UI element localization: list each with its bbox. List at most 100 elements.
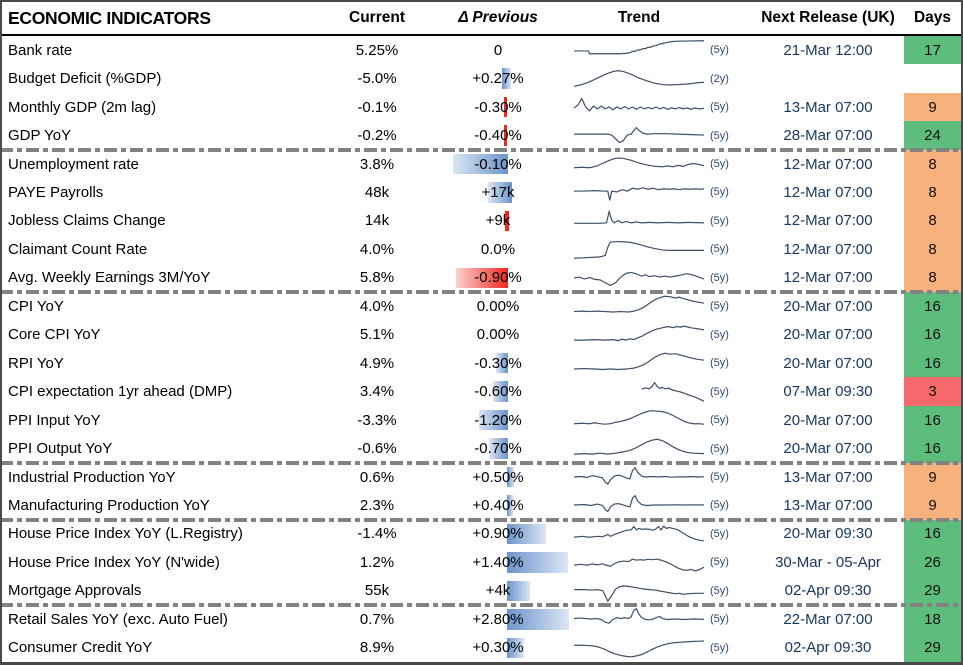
delta-previous-cell[interactable]: 0.00% [422, 292, 574, 320]
next-release-cell[interactable]: 21-Mar 12:00 [783, 41, 873, 59]
indicator-label-cell[interactable]: Avg. Weekly Earnings 3M/YoY [8, 269, 211, 287]
current-value-cell[interactable]: 14k [364, 212, 390, 230]
delta-previous-cell[interactable]: -0.40% [422, 121, 574, 149]
delta-previous-cell[interactable]: 0.00% [422, 321, 574, 349]
indicator-label-cell[interactable]: House Price Index YoY (L.Registry) [8, 525, 243, 543]
delta-previous-cell[interactable]: +9k [422, 207, 574, 235]
days-badge[interactable]: 29 [904, 576, 961, 606]
indicator-label-cell[interactable]: Monthly GDP (2m lag) [8, 98, 157, 116]
current-value-cell[interactable]: -0.1% [357, 98, 397, 116]
days-badge[interactable]: 18 [904, 605, 961, 634]
delta-previous-cell[interactable]: 0.0% [422, 235, 574, 263]
days-badge[interactable]: 16 [904, 519, 961, 549]
trend-sparkline-cell[interactable] [574, 548, 704, 576]
current-value-cell[interactable]: 2.3% [359, 496, 395, 514]
delta-previous-cell[interactable]: +4k [422, 577, 574, 605]
indicator-label-cell[interactable]: Claimant Count Rate [8, 240, 148, 258]
trend-sparkline-cell[interactable] [574, 377, 704, 405]
current-value-cell[interactable]: -0.6% [357, 440, 397, 458]
column-header-delta-previous[interactable]: Δ Previous [458, 9, 538, 26]
column-header-days[interactable]: Days [913, 9, 952, 26]
trend-sparkline-cell[interactable] [574, 463, 704, 491]
trend-sparkline-cell[interactable] [574, 321, 704, 349]
delta-previous-cell[interactable]: -0.70% [422, 434, 574, 462]
delta-previous-cell[interactable]: -0.60% [422, 377, 574, 405]
indicator-label-cell[interactable]: House Price Index YoY (N'wide) [8, 553, 220, 571]
next-release-cell[interactable]: 12-Mar 07:00 [783, 269, 873, 287]
indicator-label-cell[interactable]: Manufacturing Production YoY [8, 496, 210, 514]
next-release-cell[interactable]: 20-Mar 07:00 [783, 326, 873, 344]
next-release-cell[interactable]: 12-Mar 07:00 [783, 183, 873, 201]
next-release-cell[interactable]: 02-Apr 09:30 [784, 639, 872, 657]
delta-previous-cell[interactable]: +0.30% [422, 634, 574, 662]
trend-sparkline-cell[interactable] [574, 178, 704, 206]
next-release-cell[interactable]: 20-Mar 07:00 [783, 440, 873, 458]
delta-previous-cell[interactable]: +0.90% [422, 520, 574, 548]
days-badge[interactable]: 9 [904, 491, 961, 520]
indicator-label-cell[interactable]: Mortgage Approvals [8, 582, 142, 600]
days-badge[interactable]: 8 [904, 235, 961, 264]
next-release-cell[interactable]: 12-Mar 07:00 [783, 240, 873, 258]
next-release-cell[interactable]: 28-Mar 07:00 [783, 127, 873, 145]
days-badge[interactable]: 8 [904, 206, 961, 236]
delta-previous-cell[interactable]: -0.30% [422, 349, 574, 377]
indicator-label-cell[interactable]: Unemployment rate [8, 155, 139, 173]
trend-sparkline-cell[interactable] [574, 264, 704, 292]
indicator-label-cell[interactable]: GDP YoY [8, 127, 72, 145]
next-release-cell[interactable]: 22-Mar 07:00 [783, 610, 873, 628]
delta-previous-cell[interactable]: -0.90% [422, 264, 574, 292]
days-badge[interactable]: 29 [904, 633, 961, 662]
days-badge[interactable]: 26 [904, 548, 961, 577]
days-badge[interactable]: 9 [904, 92, 961, 122]
indicator-label-cell[interactable]: PPI Output YoY [8, 440, 113, 458]
trend-sparkline-cell[interactable] [574, 634, 704, 662]
days-badge[interactable]: 16 [904, 292, 961, 321]
column-header-next-release[interactable]: Next Release (UK) [761, 9, 895, 26]
delta-previous-cell[interactable]: +1.40% [422, 548, 574, 576]
next-release-cell[interactable]: 12-Mar 07:00 [783, 155, 873, 173]
trend-sparkline-cell[interactable] [574, 36, 704, 64]
trend-sparkline-cell[interactable] [574, 235, 704, 263]
days-badge[interactable]: 16 [904, 405, 961, 435]
current-value-cell[interactable]: -5.0% [357, 70, 397, 88]
indicator-label-cell[interactable]: Budget Deficit (%GDP) [8, 70, 162, 88]
days-badge[interactable]: 16 [904, 320, 961, 349]
current-value-cell[interactable]: 55k [364, 582, 390, 600]
current-value-cell[interactable]: 3.8% [359, 155, 395, 173]
trend-sparkline-cell[interactable] [574, 491, 704, 519]
next-release-cell[interactable]: 20-Mar 07:00 [783, 411, 873, 429]
current-value-cell[interactable]: 5.8% [359, 269, 395, 287]
delta-previous-cell[interactable]: +0.27% [422, 64, 574, 92]
trend-sparkline-cell[interactable] [574, 121, 704, 149]
trend-sparkline-cell[interactable] [574, 434, 704, 462]
indicator-label-cell[interactable]: CPI YoY [8, 297, 64, 315]
indicator-label-cell[interactable]: PPI Input YoY [8, 411, 101, 429]
next-release-cell[interactable]: 02-Apr 09:30 [784, 582, 872, 600]
page-title[interactable]: ECONOMIC INDICATORS [8, 7, 211, 28]
trend-sparkline-cell[interactable] [574, 150, 704, 178]
indicator-label-cell[interactable]: Retail Sales YoY (exc. Auto Fuel) [8, 610, 228, 628]
days-badge[interactable]: 8 [904, 149, 961, 179]
current-value-cell[interactable]: 4.0% [359, 240, 395, 258]
next-release-cell[interactable]: 13-Mar 07:00 [783, 98, 873, 116]
delta-previous-cell[interactable]: -1.20% [422, 406, 574, 434]
next-release-cell[interactable]: 13-Mar 07:00 [783, 496, 873, 514]
trend-sparkline-cell[interactable] [574, 349, 704, 377]
days-badge[interactable]: 17 [904, 36, 961, 65]
current-value-cell[interactable]: 48k [364, 183, 390, 201]
indicator-label-cell[interactable]: Consumer Credit YoY [8, 639, 153, 657]
delta-previous-cell[interactable]: -0.30% [422, 93, 574, 121]
days-badge[interactable]: 16 [904, 434, 961, 463]
trend-sparkline-cell[interactable] [574, 406, 704, 434]
next-release-cell[interactable]: 07-Mar 09:30 [783, 383, 873, 401]
days-badge[interactable]: 9 [904, 462, 961, 492]
current-value-cell[interactable]: 5.25% [355, 41, 399, 59]
column-header-current[interactable]: Current [349, 9, 405, 26]
trend-sparkline-cell[interactable] [574, 520, 704, 548]
days-badge[interactable] [904, 64, 961, 92]
trend-sparkline-cell[interactable] [574, 207, 704, 235]
trend-sparkline-cell[interactable] [574, 292, 704, 320]
current-value-cell[interactable]: -0.2% [357, 127, 397, 145]
current-value-cell[interactable]: 4.0% [359, 297, 395, 315]
column-header-trend[interactable]: Trend [617, 9, 661, 26]
